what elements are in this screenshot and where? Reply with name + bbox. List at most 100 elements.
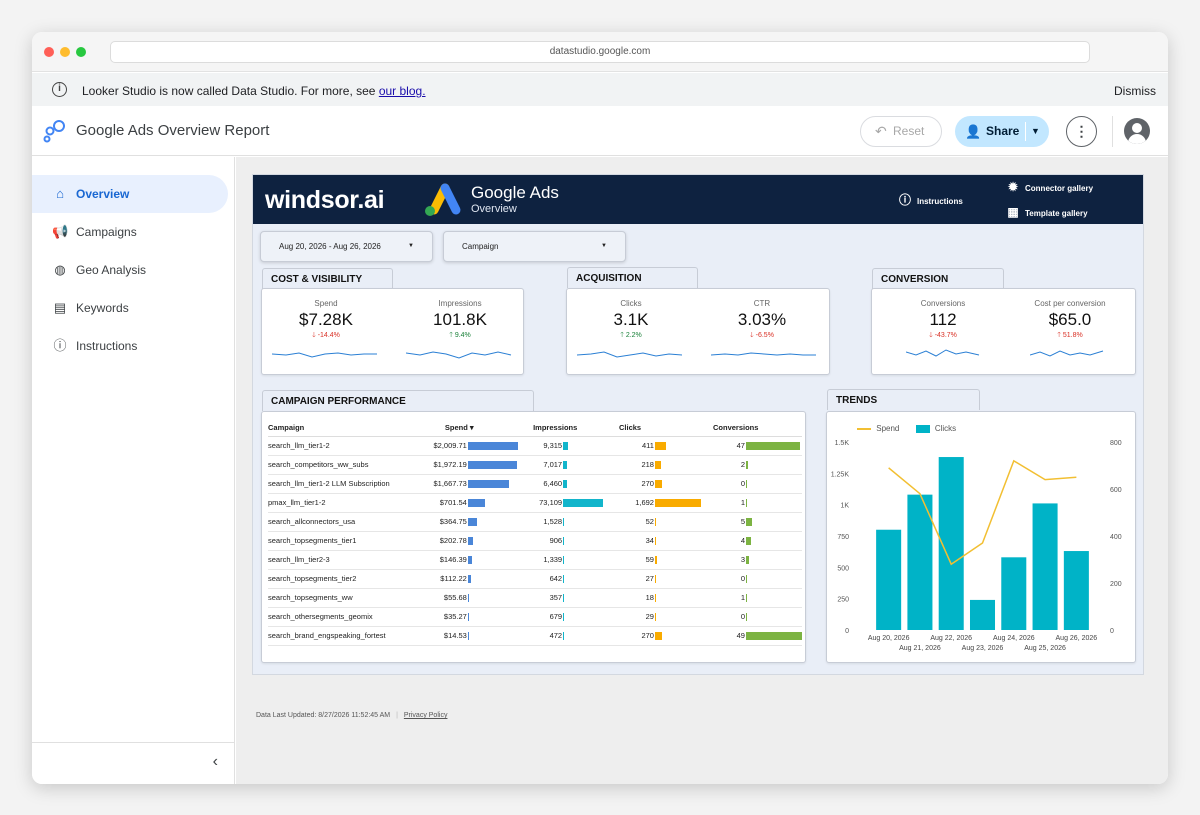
sidebar-item-geo-analysis[interactable]: ◍ Geo Analysis xyxy=(32,251,228,289)
clicks-cell: 18 xyxy=(607,588,701,608)
clicks-value: 270 xyxy=(641,479,654,489)
x-tick-label: Aug 24, 2026 xyxy=(993,635,1035,642)
table-row[interactable]: search_topsegments_tier1 $202.78 906 34 4 xyxy=(268,531,802,551)
close-window-icon[interactable] xyxy=(44,47,54,57)
clicks-bar xyxy=(1001,557,1027,630)
impressions-cell: 6,460 xyxy=(527,474,608,494)
spend-bar xyxy=(467,631,469,640)
table-row[interactable]: search_othersegments_geomix $35.27 679 29 0 xyxy=(268,607,802,627)
instructions-link[interactable]: ⓘ Instructions xyxy=(899,193,963,207)
table-row[interactable]: search_allconnectors_usa $364.75 1,528 52 5 xyxy=(268,512,802,532)
spend-cell: $146.39 xyxy=(426,550,528,570)
table-row[interactable]: search_brand_engspeaking_fortest $14.53 47… xyxy=(268,626,802,646)
template-gallery-link[interactable]: ▦ Template gallery xyxy=(1007,205,1087,219)
campaign-performance-card: Campaign Spend ▾ Impressions Clicks Conv… xyxy=(261,411,806,663)
dismiss-button[interactable]: Dismiss xyxy=(1114,84,1156,98)
conversions-cell: 5 xyxy=(700,512,802,532)
account-avatar-icon[interactable] xyxy=(1124,118,1150,144)
table-row[interactable]: search_llm_tier1-2 $2,009.71 9,315 411 47 xyxy=(268,436,802,456)
spend-legend-label: Spend xyxy=(876,424,900,434)
minimize-window-icon[interactable] xyxy=(60,47,70,57)
clicks-bar xyxy=(876,529,902,630)
conversions-bar xyxy=(745,460,749,469)
clicks-bar xyxy=(969,599,996,630)
conversions-bar xyxy=(745,574,747,583)
impressions-bar xyxy=(563,441,569,450)
table-row[interactable]: search_llm_tier2-3 $146.39 1,339 59 3 xyxy=(268,550,802,570)
address-bar[interactable]: datastudio.google.com xyxy=(110,41,1090,63)
globe-icon: ◍ xyxy=(54,262,66,277)
x-tick-label: Aug 25, 2026 xyxy=(1024,645,1066,652)
clicks-value: 270 xyxy=(641,631,654,641)
x-tick-label: Aug 23, 2026 xyxy=(962,645,1004,652)
clicks-cell: 29 xyxy=(607,607,701,627)
impressions-cell: 73,109 xyxy=(527,493,608,513)
impressions-label: Impressions xyxy=(438,299,482,308)
campaign-name-cell: pmax_llm_tier1-2 xyxy=(268,493,427,513)
conversions-cell: 1 xyxy=(700,588,802,608)
sidebar-item-overview[interactable]: ⌂ Overview xyxy=(32,175,228,213)
campaign-column-header[interactable]: Campaign xyxy=(268,420,427,437)
impressions-column-header[interactable]: Impressions xyxy=(527,420,608,437)
ctr-change: 🡓 -6.5% xyxy=(750,332,774,339)
spend-value: $7.28K xyxy=(299,310,353,329)
conversions-change-value: -43.7% xyxy=(934,332,957,339)
header-divider xyxy=(1112,116,1113,147)
y-right-tick-label: 400 xyxy=(1110,534,1122,541)
table-row[interactable]: pmax_llm_tier1-2 $701.54 73,109 1,692 1 xyxy=(268,493,802,513)
spend-value: $112.22 xyxy=(440,574,467,584)
spend-bar xyxy=(467,517,477,526)
instructions-label: Instructions xyxy=(917,197,963,206)
x-tick-label: Aug 20, 2026 xyxy=(868,635,910,642)
clicks-value: 29 xyxy=(645,612,654,622)
spend-bar xyxy=(467,574,471,583)
campaign-filter-dropdown[interactable]: Campaign ▼ xyxy=(443,231,626,262)
reset-button[interactable]: ↶ Reset xyxy=(860,116,942,147)
conversions-bar xyxy=(745,555,750,564)
clicks-column-header[interactable]: Clicks xyxy=(607,420,701,437)
info-icon: ⓘ xyxy=(53,338,67,353)
sidebar-item-keywords[interactable]: ▤ Keywords xyxy=(32,289,228,327)
impressions-value: 679 xyxy=(549,612,563,622)
clicks-value: 18 xyxy=(645,593,654,603)
spend-value: $364.75 xyxy=(439,517,467,527)
conversions-bar xyxy=(745,517,752,526)
date-range-dropdown[interactable]: Aug 20, 2026 - Aug 26, 2026 ▼ xyxy=(260,231,433,262)
acquisition-card: Clicks 3.1K 🡑 2.2% CTR 3.03% 🡓 -6.5% xyxy=(566,288,830,375)
impressions-bar xyxy=(563,536,565,545)
banner-text: Looker Studio is now called Data Studio.… xyxy=(82,84,376,98)
table-row[interactable]: search_llm_tier1-2 LLM Subscription $1,66… xyxy=(268,474,802,494)
blog-link[interactable]: our blog. xyxy=(378,84,426,98)
table-row[interactable]: search_competitors_ww_subs $1,972.19 7,017… xyxy=(268,455,802,475)
collapse-sidebar-icon[interactable]: ‹ xyxy=(212,753,218,770)
report-footer: Data Last Updated: 8/27/2026 11:52:45 AM… xyxy=(256,712,448,719)
maximize-window-icon[interactable] xyxy=(76,47,86,57)
spend-bar xyxy=(467,460,517,469)
impressions-cell: 472 xyxy=(527,626,608,646)
product-subtitle: Overview xyxy=(471,203,517,215)
campaign-name-cell: search_llm_tier1-2 LLM Subscription xyxy=(268,474,427,494)
undo-icon: ↶ xyxy=(875,123,887,139)
connector-gallery-link[interactable]: ✹ Connector gallery xyxy=(1008,180,1093,194)
spend-cell: $55.68 xyxy=(426,588,528,608)
share-button[interactable]: 👤 Share ▼ xyxy=(955,116,1049,147)
clicks-bar xyxy=(654,612,656,621)
cost-per-conversion-change: 🡑 51.8% xyxy=(1057,332,1083,339)
clicks-cell: 34 xyxy=(607,531,701,551)
share-label: Share xyxy=(986,124,1020,138)
table-row[interactable]: search_topsegments_ww $55.68 357 18 1 xyxy=(268,588,802,608)
privacy-policy-link[interactable]: Privacy Policy xyxy=(403,712,448,719)
share-divider xyxy=(1025,122,1026,141)
table-row[interactable]: search_topsegments_tier2 $112.22 642 27 0 xyxy=(268,569,802,589)
cost-per-conversion-label: Cost per conversion xyxy=(1034,299,1106,308)
more-options-button[interactable]: ⋮ xyxy=(1066,116,1097,147)
conversions-column-header[interactable]: Conversions xyxy=(700,420,802,437)
share-dropdown-icon[interactable]: ▼ xyxy=(1031,126,1040,136)
spend-column-header[interactable]: Spend ▾ xyxy=(426,420,528,437)
trends-header: TRENDS xyxy=(827,389,980,410)
sidebar-item-instructions[interactable]: ⓘ Instructions xyxy=(32,327,228,365)
conversions-bar xyxy=(745,612,747,621)
sidebar-item-campaigns[interactable]: 📢 Campaigns xyxy=(32,213,228,251)
impressions-value: 9,315 xyxy=(543,441,563,451)
clicks-value: 34 xyxy=(645,536,654,546)
